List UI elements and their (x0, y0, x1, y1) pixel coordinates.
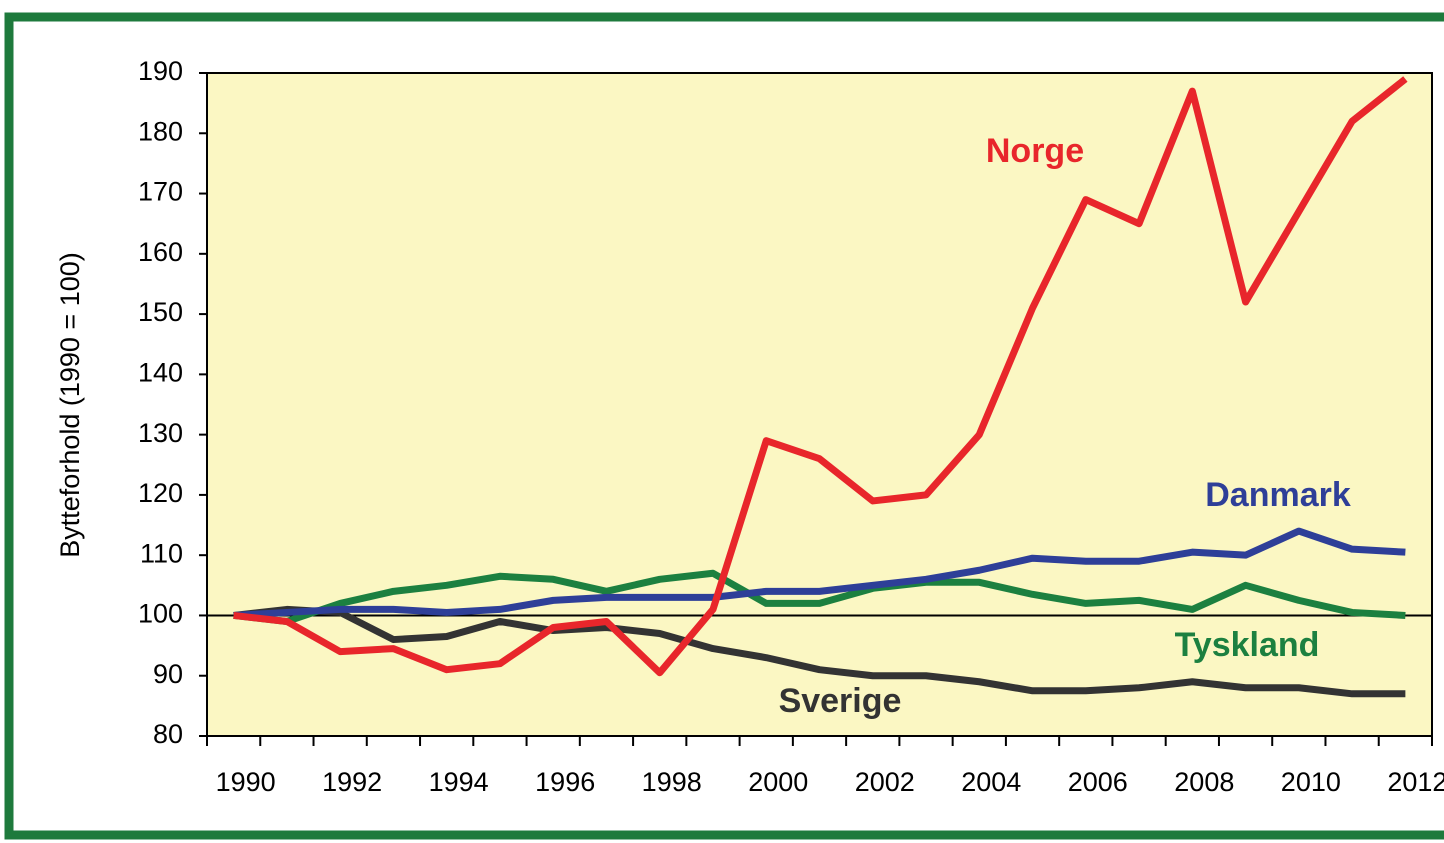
y-tick-label: 90 (153, 659, 183, 689)
series-label: Norge (986, 132, 1084, 170)
y-tick-label: 160 (138, 237, 183, 267)
y-tick-label: 80 (153, 719, 183, 749)
x-tick-label: 1998 (642, 767, 702, 797)
x-tick-label: 2010 (1281, 767, 1341, 797)
x-tick-label: 1996 (535, 767, 595, 797)
x-tick-label: 2004 (961, 767, 1021, 797)
y-tick-label: 100 (138, 599, 183, 629)
plot-area (206, 72, 1433, 737)
x-tick-label: 2012 (1387, 767, 1444, 797)
series-line (233, 76, 1408, 677)
y-tick-label: 190 (138, 56, 183, 86)
series-line (233, 569, 1406, 625)
x-tick-label: 2006 (1068, 767, 1128, 797)
y-tick-label: 130 (138, 418, 183, 448)
x-tick-label: 1994 (429, 767, 489, 797)
x-tick-label: 2000 (748, 767, 808, 797)
y-tick-label: 180 (138, 116, 183, 146)
series-label: Danmark (1205, 476, 1351, 514)
y-tick-label: 140 (138, 357, 183, 387)
x-tick-label: 2002 (855, 767, 915, 797)
y-tick-label: 110 (140, 538, 183, 568)
y-tick-label: 170 (138, 177, 183, 207)
y-tick-label: 120 (138, 478, 183, 508)
y-tick-label: 150 (138, 297, 183, 327)
series-label: Sverige (779, 682, 902, 720)
series-line (233, 527, 1406, 619)
x-tick-label: 2008 (1174, 767, 1234, 797)
x-tick-label: 1992 (322, 767, 382, 797)
y-axis-label: Bytteforhold (1990 = 100) (55, 252, 85, 557)
series-label: Tyskland (1175, 626, 1320, 664)
x-tick-label: 1990 (216, 767, 276, 797)
series-line (233, 605, 1406, 698)
